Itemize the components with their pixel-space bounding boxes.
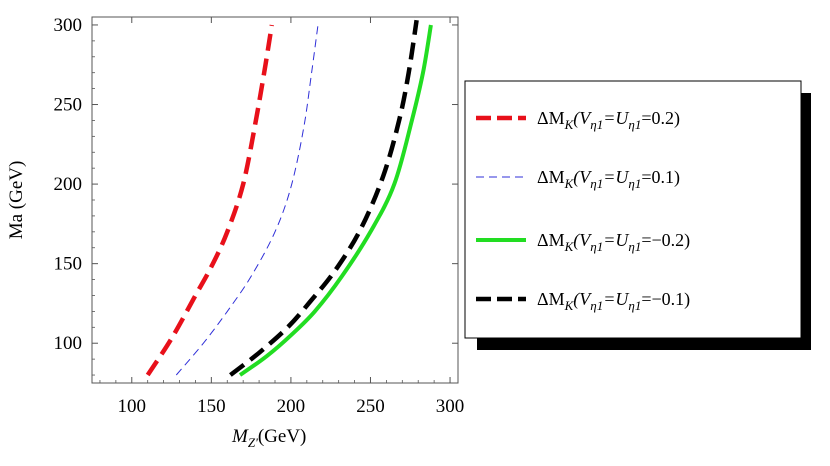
legend-part-open: (V <box>573 230 592 251</box>
legend-part-open: (V <box>573 108 592 129</box>
y-tick-label: 250 <box>54 95 83 116</box>
y-tick-label: 300 <box>54 15 83 36</box>
legend-part-tail: =−0.1) <box>641 289 690 310</box>
legend-part-sub3: η1 <box>628 117 641 132</box>
legend-part-prefix: ΔM <box>537 167 565 187</box>
legend-part-mid: =U <box>603 167 629 187</box>
legend-part-sub1: K <box>564 239 575 254</box>
legend-part-open: (V <box>573 167 592 188</box>
legend: ΔMK(Vη1=Uη1=0.2)ΔMK(Vη1=Uη1=0.1)ΔMK(Vη1=… <box>464 80 811 350</box>
x-axis-title: MZ'(GeV) <box>231 426 306 450</box>
legend-part-open: (V <box>573 289 592 310</box>
x-tick-label: 300 <box>436 396 465 417</box>
legend-part-tail: =−0.2) <box>641 230 690 251</box>
legend-part-sub3: η1 <box>628 239 641 254</box>
legend-part-sub1: K <box>564 298 575 313</box>
legend-items: ΔMK(Vη1=Uη1=0.2)ΔMK(Vη1=Uη1=0.1)ΔMK(Vη1=… <box>476 108 690 313</box>
series-layer <box>145 19 433 377</box>
y-axis-ticks: 100 150 200 250 300 <box>54 15 458 376</box>
x-tick-label: 250 <box>356 396 385 417</box>
x-axis-ticks: 100 150 200 250 300 <box>99 17 465 417</box>
series-line-0 <box>145 24 275 377</box>
legend-part-mid: =U <box>603 230 629 250</box>
legend-part-sub2: η1 <box>590 239 603 254</box>
legend-label-0: ΔMK(Vη1=Uη1=0.2) <box>537 108 680 132</box>
series-line-3 <box>229 19 419 377</box>
legend-part-mid: =U <box>603 289 629 309</box>
legend-box <box>464 80 802 339</box>
legend-part-sub1: K <box>564 117 575 132</box>
legend-part-mid: =U <box>603 108 629 128</box>
y-tick-label: 200 <box>54 174 83 195</box>
legend-label-3: ΔMK(Vη1=Uη1=−0.1) <box>537 289 690 313</box>
legend-part-tail: =0.1) <box>641 167 680 188</box>
legend-part-prefix: ΔM <box>537 230 565 250</box>
x-axis-title-sub: Z' <box>248 435 258 450</box>
x-tick-label: 200 <box>277 396 306 417</box>
legend-part-tail: =0.2) <box>641 108 680 129</box>
x-tick-label: 100 <box>118 396 147 417</box>
legend-part-sub3: η1 <box>628 298 641 313</box>
plot-frame <box>91 16 459 384</box>
y-tick-label: 100 <box>54 333 83 354</box>
legend-part-sub3: η1 <box>628 176 641 191</box>
legend-label-1: ΔMK(Vη1=Uη1=0.1) <box>537 167 680 191</box>
series-line-1 <box>175 24 319 376</box>
legend-part-sub2: η1 <box>590 176 603 191</box>
legend-part-prefix: ΔM <box>537 289 565 309</box>
legend-part-sub1: K <box>564 176 575 191</box>
legend-label-2: ΔMK(Vη1=Uη1=−0.2) <box>537 230 690 254</box>
y-axis-title: Ma (GeV) <box>6 161 27 240</box>
legend-part-prefix: ΔM <box>537 108 565 128</box>
x-tick-label: 150 <box>197 396 226 417</box>
series-line-2 <box>238 24 433 377</box>
legend-part-sub2: η1 <box>590 298 603 313</box>
legend-part-sub2: η1 <box>590 117 603 132</box>
y-tick-label: 150 <box>54 254 83 275</box>
plot-area: 100 150 200 250 300 100 150 200 250 300 <box>54 15 465 417</box>
